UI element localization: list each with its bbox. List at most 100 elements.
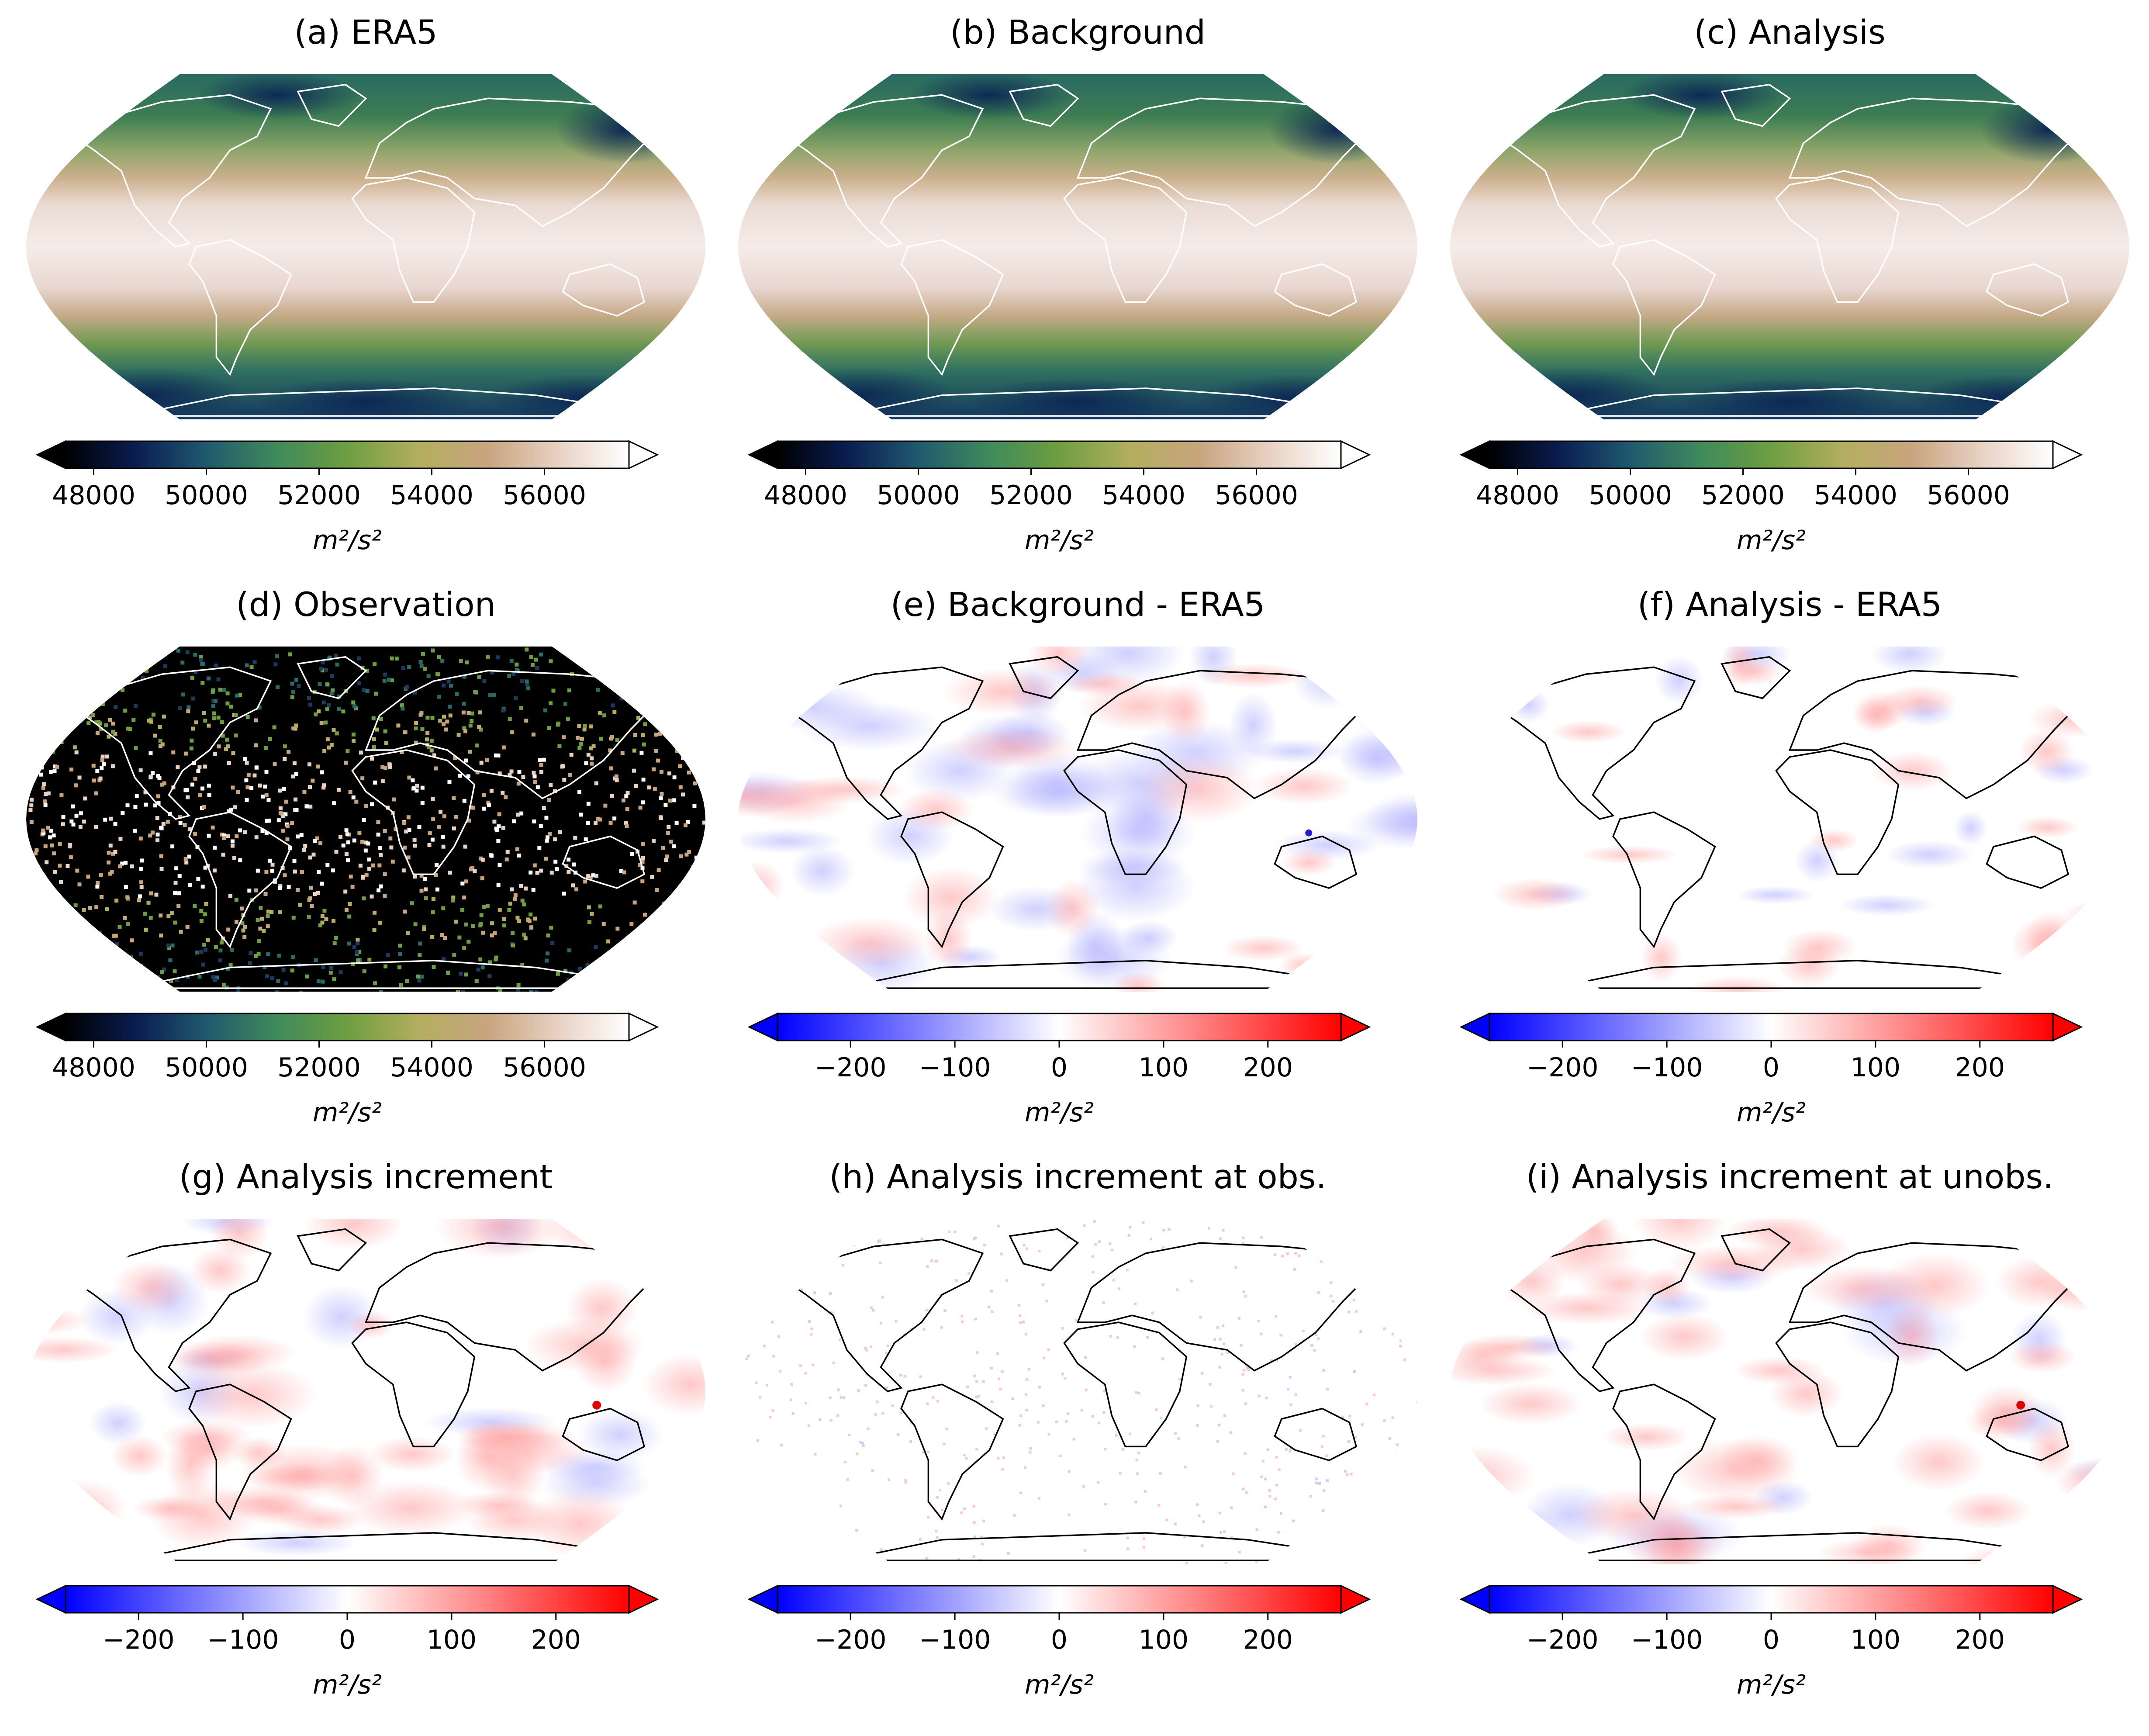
colorbar-tick-label: −100 (1631, 1052, 1703, 1083)
panel-title: (g) Analysis increment (179, 1157, 553, 1196)
colorbar-tick-label: 56000 (1927, 480, 2010, 511)
colorbar: 48000 50000 52000 54000 56000 m²/s² (35, 1012, 659, 1128)
colorbar-tick-label: −200 (103, 1625, 175, 1655)
colorbar-tick-label: 200 (1243, 1052, 1293, 1083)
panel-b: (b) Background 48000 50000 52000 54000 56000 m… (738, 13, 1417, 556)
colorbar: −200 −100 0 100 200 m²/s² (747, 1012, 1371, 1128)
colorbar-extend-min (35, 1012, 66, 1042)
colorbar-tick-label: 48000 (52, 1052, 135, 1083)
colorbar-unit-label: m²/s² (1737, 525, 1806, 556)
colorbar-tick-label: 52000 (277, 480, 361, 511)
colorbar-tick-label: −100 (919, 1625, 991, 1655)
colorbar-tick-label: 100 (1851, 1625, 1901, 1655)
panel-title: (d) Observation (236, 585, 496, 624)
map (26, 74, 705, 419)
panel-a: (a) ERA5 48000 50000 52000 54000 56000 m²/s² (26, 13, 705, 556)
panel-h: (h) Analysis increment at obs. −200 −100 0 1… (738, 1157, 1417, 1700)
panel-f: (f) Analysis - ERA5 −200 −100 0 100 200 m²/s² (1450, 585, 2129, 1128)
colorbar-gradient (777, 1585, 1342, 1614)
colorbar-tick-label: 50000 (1589, 480, 1672, 511)
colorbar-extend-max (628, 1584, 659, 1614)
coastline (784, 1228, 1371, 1561)
colorbar-tick-label: 52000 (277, 1052, 361, 1083)
colorbar-tick-label: 100 (1139, 1625, 1189, 1655)
colorbar-tick-label: 48000 (52, 480, 135, 511)
map (1450, 1219, 2129, 1564)
colorbar-tick-label: 0 (1763, 1625, 1779, 1655)
colorbar-tick-label: 200 (531, 1625, 581, 1655)
colorbar-gradient (777, 440, 1342, 469)
colorbar-tick-label: 54000 (390, 1052, 473, 1083)
colorbar-tick-label: −100 (919, 1052, 991, 1083)
panel-title: (e) Background - ERA5 (891, 585, 1265, 624)
colorbar-tick-label: 48000 (764, 480, 847, 511)
colorbar-unit-label: m²/s² (1025, 1670, 1094, 1700)
colorbar-tick-label: 56000 (503, 480, 586, 511)
colorbar-unit-label: m²/s² (1025, 525, 1094, 556)
panel-g: (g) Analysis increment −200 −100 0 100 200 m²/… (26, 1157, 705, 1700)
colorbar: −200 −100 0 100 200 m²/s² (1459, 1012, 2083, 1128)
panel-title: (a) ERA5 (294, 13, 437, 52)
coastline (1496, 656, 2083, 989)
colorbar-tick-label: 0 (1051, 1052, 1068, 1083)
colorbar-tick-label: 48000 (1476, 480, 1559, 511)
coastline (1496, 1228, 2083, 1561)
colorbar-tick-label: 200 (1243, 1625, 1293, 1655)
colorbar-tick-label: 100 (427, 1625, 477, 1655)
panel-e: (e) Background - ERA5 −200 −100 0 100 200 m²/s… (738, 585, 1417, 1128)
colorbar-tick-label: 52000 (989, 480, 1073, 511)
panel-title: (c) Analysis (1694, 13, 1885, 52)
colorbar-extend-min (747, 1584, 778, 1614)
map (1450, 647, 2129, 992)
colorbar-unit-label: m²/s² (1737, 1097, 1806, 1128)
colorbar-unit-label: m²/s² (1737, 1670, 1806, 1700)
colorbar-tick-label: 0 (1051, 1625, 1068, 1655)
coastline (784, 83, 1371, 417)
colorbar-unit-label: m²/s² (313, 1670, 382, 1700)
colorbar-unit-label: m²/s² (313, 525, 382, 556)
colorbar-tick-label: 50000 (165, 1052, 248, 1083)
colorbar-gradient (1489, 1013, 2054, 1041)
colorbar-tick-label: −200 (815, 1625, 887, 1655)
colorbar-tick-label: 56000 (503, 1052, 586, 1083)
colorbar: 48000 50000 52000 54000 56000 m²/s² (35, 440, 659, 556)
panel-c: (c) Analysis 48000 50000 52000 54000 56000 m²/… (1450, 13, 2129, 556)
colorbar: −200 −100 0 100 200 m²/s² (1459, 1584, 2083, 1700)
coastline (1496, 83, 2083, 417)
colorbar: 48000 50000 52000 54000 56000 m²/s² (747, 440, 1371, 556)
colorbar-tick-label: 100 (1851, 1052, 1901, 1083)
coastline (72, 1228, 659, 1561)
colorbar-extend-max (2052, 1584, 2083, 1614)
colorbar-gradient (65, 1585, 630, 1614)
colorbar-tick-label: 0 (1763, 1052, 1779, 1083)
panel-i: (i) Analysis increment at unobs. −200 −100… (1450, 1157, 2129, 1700)
colorbar-extend-max (1340, 1584, 1371, 1614)
map (738, 647, 1417, 992)
colorbar-tick-label: 56000 (1215, 480, 1298, 511)
colorbar-extend-min (35, 1584, 66, 1614)
panel-title: (i) Analysis increment at unobs. (1526, 1157, 2054, 1196)
colorbar-extend-min (1459, 1012, 1490, 1042)
colorbar-tick-label: 54000 (1102, 480, 1185, 511)
colorbar-tick-label: −200 (1527, 1625, 1599, 1655)
colorbar-tick-label: 52000 (1701, 480, 1785, 511)
map (738, 1219, 1417, 1564)
colorbar-extend-min (35, 440, 66, 470)
colorbar-tick-label: 100 (1139, 1052, 1189, 1083)
colorbar-extend-min (747, 1012, 778, 1042)
map (26, 647, 705, 992)
colorbar-unit-label: m²/s² (1025, 1097, 1094, 1128)
colorbar-gradient (65, 440, 630, 469)
colorbar-tick-label: 50000 (165, 480, 248, 511)
colorbar-tick-label: −100 (207, 1625, 279, 1655)
colorbar-tick-label: 54000 (1814, 480, 1897, 511)
colorbar-extend-max (1340, 440, 1371, 470)
colorbar: −200 −100 0 100 200 m²/s² (35, 1584, 659, 1700)
colorbar-tick-label: 0 (339, 1625, 356, 1655)
colorbar-extend-max (628, 1012, 659, 1042)
panel-title: (b) Background (950, 13, 1206, 52)
map (1450, 74, 2129, 419)
colorbar-tick-label: 200 (1955, 1052, 2005, 1083)
colorbar-tick-label: −200 (1527, 1052, 1599, 1083)
